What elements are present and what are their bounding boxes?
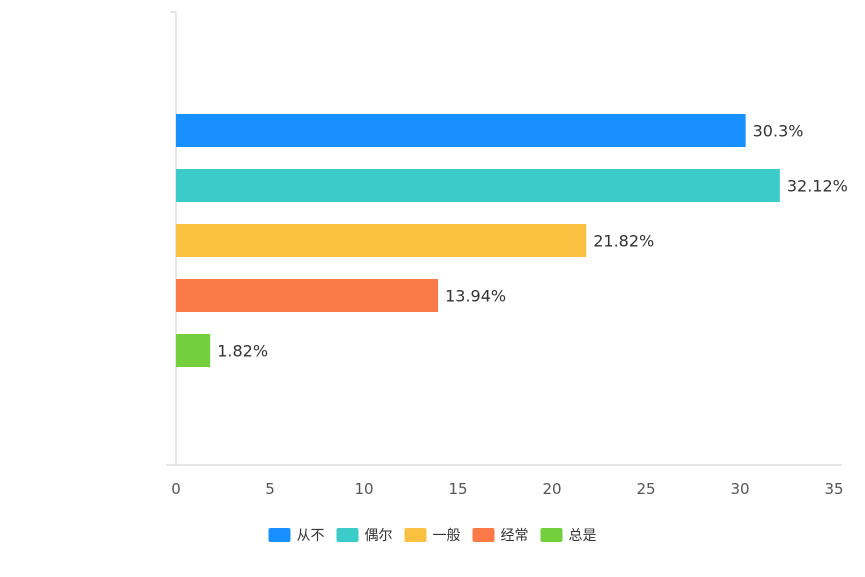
bar[interactable] <box>176 334 211 367</box>
data-label: 1.82% <box>217 342 268 361</box>
x-axis-ticks: 0 5 10 15 20 25 30 35 <box>171 480 843 498</box>
bar[interactable] <box>176 169 780 202</box>
legend-swatch <box>268 528 291 542</box>
x-tick-label: 0 <box>171 480 181 498</box>
legend-label: 经常 <box>501 528 529 544</box>
legend-swatch <box>540 528 563 542</box>
data-labels: 30.3% 32.12% 21.82% 13.94% 1.82% <box>217 122 848 361</box>
bar[interactable] <box>176 279 439 312</box>
legend-item[interactable]: 一般 <box>404 528 461 544</box>
x-tick-label: 25 <box>636 480 655 498</box>
legend-item[interactable]: 从不 <box>268 528 325 544</box>
legend-swatch <box>404 528 427 542</box>
data-label: 30.3% <box>753 122 804 141</box>
bar[interactable] <box>176 114 746 147</box>
x-tick-label: 5 <box>265 480 275 498</box>
legend-item[interactable]: 总是 <box>540 528 597 544</box>
legend[interactable]: 从不 偶尔 一般 经常 总是 <box>268 528 597 544</box>
data-label: 13.94% <box>445 287 506 306</box>
x-tick-label: 15 <box>448 480 467 498</box>
legend-item[interactable]: 经常 <box>472 528 529 544</box>
x-tick-label: 35 <box>824 480 843 498</box>
legend-item[interactable]: 偶尔 <box>336 528 393 544</box>
data-label: 32.12% <box>787 177 848 196</box>
legend-swatch <box>336 528 359 542</box>
x-tick-label: 10 <box>354 480 373 498</box>
legend-label: 一般 <box>433 528 461 544</box>
x-tick-label: 20 <box>542 480 561 498</box>
legend-label: 从不 <box>297 528 325 544</box>
data-label: 21.82% <box>593 232 654 251</box>
legend-swatch <box>472 528 495 542</box>
bars <box>176 114 780 367</box>
legend-label: 偶尔 <box>365 528 393 544</box>
bar[interactable] <box>176 224 587 257</box>
legend-label: 总是 <box>569 528 597 544</box>
x-tick-label: 30 <box>730 480 749 498</box>
